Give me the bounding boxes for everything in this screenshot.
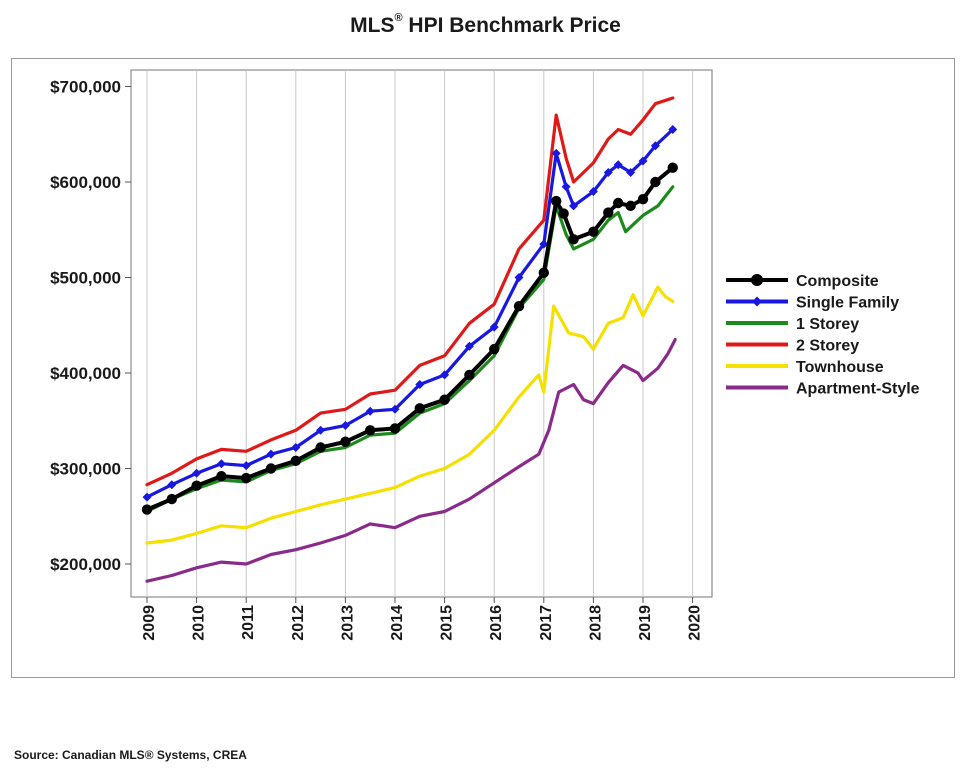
data-point-single-family	[569, 201, 579, 211]
legend-label-1-storey: 1 Storey	[796, 316, 859, 333]
data-point-single-family	[561, 182, 571, 192]
x-tick-label: 2018	[587, 605, 604, 641]
data-point-composite	[538, 267, 549, 278]
data-point-composite	[513, 300, 525, 312]
title-registered-mark: ®	[394, 12, 403, 24]
data-point-single-family	[216, 459, 226, 469]
data-point-single-family	[390, 404, 400, 414]
data-point-single-family	[266, 449, 276, 459]
title-rest: HPI Benchmark Price	[402, 14, 621, 37]
chart-frame	[11, 58, 955, 678]
data-point-composite	[568, 234, 579, 245]
data-point-single-family	[291, 442, 301, 452]
data-point-single-family	[668, 124, 678, 134]
series-line-1-storey	[145, 185, 675, 514]
data-point-composite	[265, 463, 277, 474]
data-point-single-family	[415, 379, 425, 389]
data-point-composite	[315, 442, 326, 453]
x-tick-label: 2012	[290, 605, 307, 641]
data-point-single-family	[588, 187, 598, 197]
data-point-single-family	[638, 156, 648, 166]
legend-marker-composite	[751, 274, 763, 286]
data-point-composite	[613, 197, 624, 209]
data-point-composite	[588, 226, 599, 237]
data-point-composite	[439, 394, 450, 405]
data-point-composite	[141, 504, 153, 515]
data-point-composite	[667, 162, 678, 173]
data-point-single-family	[551, 148, 561, 158]
data-point-single-family	[464, 341, 474, 351]
plot-area	[130, 69, 713, 598]
x-tick-label: 2015	[439, 605, 456, 641]
data-point-single-family	[489, 322, 499, 332]
data-point-single-family	[626, 167, 636, 177]
data-point-single-family	[514, 273, 524, 282]
legend-label-single-family: Single Family	[796, 295, 899, 312]
title-main: MLS	[350, 14, 395, 37]
series-line-apartment-style	[145, 338, 677, 583]
source-note: Source: Canadian MLS® Systems, CREA	[14, 748, 247, 762]
x-tick-label: 2017	[538, 605, 555, 641]
data-point-single-family	[142, 492, 152, 502]
data-point-composite	[365, 425, 376, 436]
data-point-single-family	[613, 160, 623, 170]
data-point-composite	[166, 493, 177, 505]
data-point-composite	[290, 455, 301, 467]
x-tick-label: 2016	[488, 605, 505, 641]
data-point-single-family	[241, 461, 251, 471]
y-tick-label: $700,000	[50, 78, 121, 97]
x-tick-label: 2019	[637, 605, 654, 641]
data-point-single-family	[192, 468, 202, 478]
y-tick-label: $200,000	[50, 555, 121, 574]
data-point-composite	[216, 470, 227, 482]
x-tick-label: 2013	[339, 605, 356, 641]
x-tick-label: 2014	[389, 605, 406, 641]
data-point-single-family	[603, 167, 613, 177]
data-point-composite	[558, 208, 569, 219]
data-point-single-family	[167, 480, 177, 490]
data-point-composite	[551, 195, 562, 207]
data-point-single-family	[365, 406, 375, 416]
y-tick-label: $400,000	[50, 364, 121, 383]
series-line-townhouse	[145, 285, 675, 545]
legend-label-townhouse: Townhouse	[796, 359, 884, 376]
data-point-single-family	[650, 141, 660, 151]
data-point-composite	[603, 207, 614, 218]
data-point-composite	[191, 480, 202, 491]
x-tick-label: 2009	[141, 605, 158, 641]
data-point-single-family	[340, 421, 350, 431]
x-tick-label: 2010	[191, 605, 208, 641]
data-point-composite	[637, 193, 649, 205]
data-point-composite	[464, 369, 475, 381]
y-tick-label: $600,000	[50, 173, 121, 192]
legend-label-apartment-style: Apartment-Style	[796, 381, 920, 398]
data-point-composite	[340, 436, 351, 447]
data-point-composite	[625, 200, 636, 212]
data-point-single-family	[539, 239, 549, 249]
data-point-single-family	[440, 370, 450, 380]
data-point-single-family	[316, 425, 326, 435]
data-point-composite	[650, 176, 661, 188]
data-point-composite	[389, 423, 401, 434]
legend-label-2-storey: 2 Storey	[796, 338, 859, 355]
series-line-2-storey	[145, 96, 675, 487]
y-tick-label: $500,000	[50, 269, 121, 288]
y-tick-label: $300,000	[50, 460, 121, 479]
data-point-composite	[241, 472, 252, 484]
x-tick-label: 2020	[687, 605, 704, 641]
chart-title: MLS® HPI Benchmark Price	[0, 12, 971, 38]
legend-marker-single-family	[752, 296, 762, 307]
data-point-composite	[414, 403, 425, 414]
x-tick-label: 2011	[240, 605, 257, 640]
legend-label-composite: Composite	[796, 273, 879, 290]
data-point-composite	[489, 343, 500, 355]
